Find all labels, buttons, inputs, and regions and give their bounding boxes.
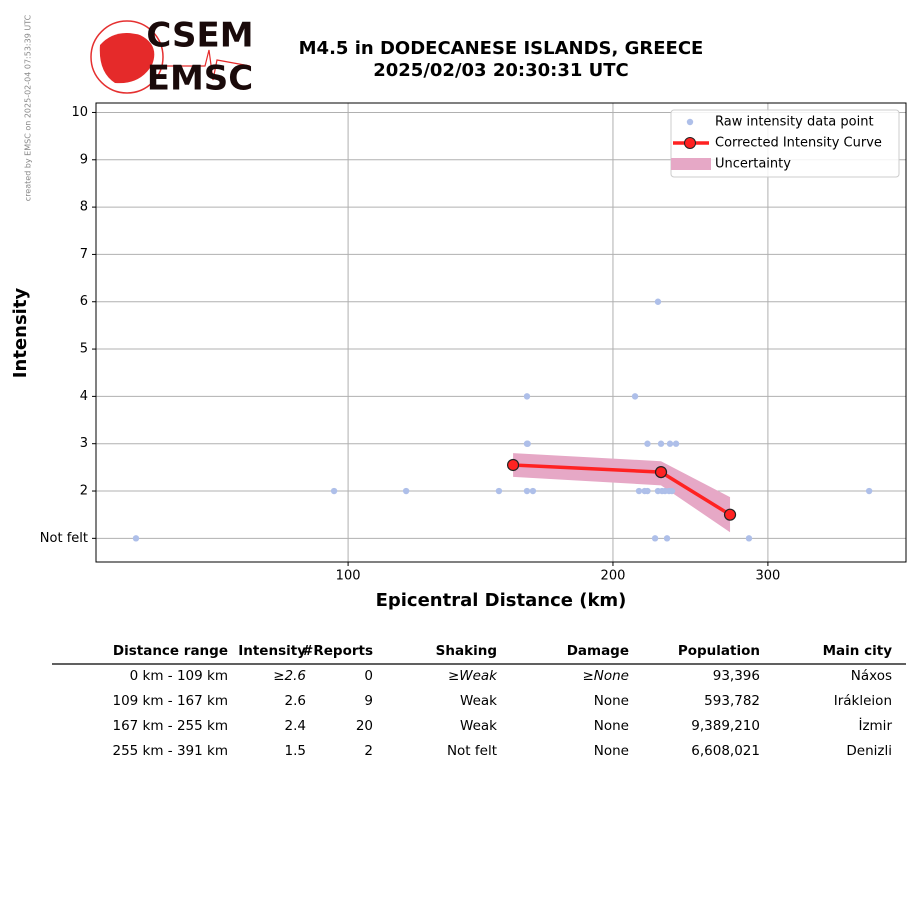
table-cell: 9 <box>364 693 373 709</box>
table-cell: 255 km - 391 km <box>112 743 228 759</box>
data-point <box>644 487 651 495</box>
table-cell: ≥Weak <box>448 668 498 684</box>
data-point <box>865 487 873 495</box>
plot-frame <box>95 102 907 563</box>
data-point <box>402 487 410 495</box>
table-cell: ≥None <box>582 668 629 684</box>
x-tick-label: 100 <box>336 569 361 584</box>
y-tick-label: Not felt <box>40 531 88 546</box>
table-cell: 167 km - 255 km <box>112 718 228 734</box>
table-cell: 0 <box>364 668 373 684</box>
data-point <box>654 298 662 305</box>
table-cell: Weak <box>460 693 497 709</box>
y-tick-label: 8 <box>80 200 88 215</box>
data-point <box>668 487 676 495</box>
chart-subtitle: 2025/02/03 20:30:31 UTC <box>373 60 629 81</box>
logo-map <box>99 32 155 84</box>
curve-marker <box>654 465 668 479</box>
table-cell: 1.5 <box>285 743 306 759</box>
data-point <box>745 535 753 542</box>
table-cell: Denizli <box>846 743 892 759</box>
logo-circle <box>90 20 164 94</box>
y-tick-label: 4 <box>80 389 88 404</box>
x-axis-label: Epicentral Distance (km) <box>376 590 627 611</box>
data-point <box>330 487 338 495</box>
data-point <box>663 535 671 542</box>
data-point <box>523 393 531 400</box>
y-tick-label: 7 <box>80 247 88 262</box>
table-cell: Weak <box>460 718 497 734</box>
data-point <box>523 487 531 495</box>
y-tick-label: 6 <box>80 294 88 309</box>
uncertainty-band <box>513 453 731 533</box>
table-cell: 2.4 <box>285 718 306 734</box>
legend-label: Raw intensity data point <box>715 115 874 130</box>
table-cell: 93,396 <box>713 668 760 684</box>
data-point <box>529 487 537 495</box>
table-header: Population <box>678 643 760 659</box>
x-tick-label: 200 <box>601 569 626 584</box>
y-tick-label: 9 <box>80 152 88 167</box>
legend-swatch <box>671 158 711 170</box>
table-cell: 109 km - 167 km <box>112 693 228 709</box>
data-point <box>524 440 531 447</box>
table-cell: 2 <box>364 743 373 759</box>
y-axis-label: Intensity <box>10 288 31 379</box>
table-header: Main city <box>823 643 893 659</box>
x-tick-label: 300 <box>755 569 780 584</box>
table-cell: 2.6 <box>285 693 306 709</box>
table-cell: Irákleion <box>834 693 892 709</box>
data-point <box>635 487 643 495</box>
legend-swatch <box>684 137 696 149</box>
table-header: Damage <box>567 643 629 659</box>
curve-marker <box>506 458 520 472</box>
data-point <box>651 535 659 542</box>
y-tick-label: 2 <box>80 484 88 499</box>
y-tick-label: 5 <box>80 342 88 357</box>
table-cell: Not felt <box>447 743 497 759</box>
data-point <box>644 440 651 447</box>
table-cell: 593,782 <box>704 693 760 709</box>
legend-swatch <box>686 118 694 126</box>
table-cell: 20 <box>356 718 373 734</box>
data-point <box>495 487 503 495</box>
y-tick-label: 10 <box>71 105 88 120</box>
table-cell: İzmir <box>858 716 892 734</box>
table-cell: ≥2.6 <box>273 668 306 684</box>
table-cell: 9,389,210 <box>691 718 760 734</box>
table-cell: Náxos <box>851 668 892 684</box>
legend-box <box>670 109 900 178</box>
y-tick-label: 3 <box>80 436 88 451</box>
chart-title: M4.5 in DODECANESE ISLANDS, GREECE <box>299 38 704 59</box>
table-cell: 0 km - 109 km <box>130 668 228 684</box>
table-cell: None <box>594 693 629 709</box>
table-header: Shaking <box>436 643 497 659</box>
table-header: Distance range <box>113 643 228 659</box>
data-point <box>672 440 680 447</box>
curve-marker <box>723 508 737 521</box>
table-header: #Reports <box>302 643 373 659</box>
table-cell: None <box>594 718 629 734</box>
legend-label: Uncertainty <box>715 157 791 172</box>
table-cell: None <box>594 743 629 759</box>
logo-bottom: EMSC <box>147 59 254 99</box>
logo: CSEM EMSC <box>90 16 254 99</box>
credit: created by EMSC on 2025-02-04 07:53:39 U… <box>24 14 33 201</box>
table-header: Intensity <box>238 643 306 659</box>
logo-top: CSEM <box>146 16 253 56</box>
data-point <box>666 440 674 447</box>
data-point <box>657 440 665 447</box>
table-cell: 6,608,021 <box>691 743 760 759</box>
data-point <box>631 393 639 400</box>
legend-label: Corrected Intensity Curve <box>715 136 882 151</box>
logo-seismo <box>160 49 251 81</box>
data-point <box>132 535 140 542</box>
